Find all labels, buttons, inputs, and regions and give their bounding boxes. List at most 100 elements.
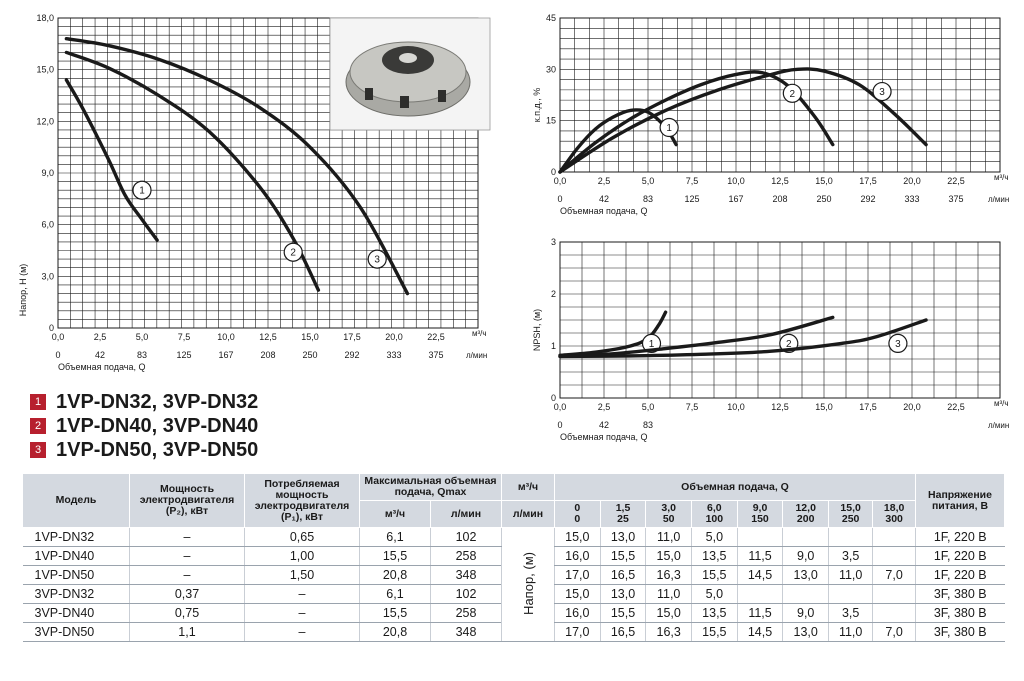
model-legend: 1 1VP-DN32, 3VP-DN32 2 1VP-DN40, 3VP-DN4… — [30, 390, 360, 462]
x2-tick-label: 167 — [218, 350, 233, 360]
pump-performance-charts: 18,015,012,09,06,03,000,0 2,5 5,0 7,5 10,0 12… — [18, 13, 1009, 442]
series-line — [64, 50, 321, 292]
x-tick-label: 17,5 — [859, 402, 877, 412]
x2-tick-label: 250 — [302, 350, 317, 360]
x2-tick-label: 375 — [428, 350, 443, 360]
legend-number-badge: 1 — [30, 394, 46, 410]
voltage-cell: 1F, 220 В — [915, 527, 1005, 547]
x2-tick-label: 0 — [557, 194, 562, 204]
y-axis-title: NPSH, (м) — [532, 309, 542, 351]
head-value-cell: 11,5 — [736, 546, 783, 566]
head-value-cell — [872, 603, 916, 623]
x2-tick-label: 83 — [643, 194, 653, 204]
flow-column-header: 1,5 25 — [599, 500, 647, 528]
header-model: Модель — [22, 473, 130, 528]
head-value-cell — [736, 527, 783, 547]
x-tick-label: 12,5 — [771, 176, 789, 186]
power-p2-cell: – — [129, 527, 245, 547]
series-marker — [283, 242, 303, 262]
series-marker — [659, 117, 679, 138]
qmax-m3-cell: 15,5 — [359, 603, 431, 623]
series-marker-label: 2 — [790, 89, 796, 100]
head-value-cell: 17,0 — [554, 622, 601, 642]
y-axis-title: Напор, H (м) — [18, 264, 28, 317]
x-tick-label: 15,0 — [815, 402, 833, 412]
header-flow: Объемная подача, Q — [554, 473, 916, 501]
head-value-cell — [782, 584, 829, 604]
table-row: 3VP-DN32 0,37–6,1 102 15,0 13,0 11,0 5,0 3F, 38… — [22, 584, 1005, 604]
series-marker-label: 2 — [786, 339, 792, 350]
y-tick-label: 45 — [546, 13, 556, 23]
series-line — [558, 318, 928, 359]
head-value-cell: 15,0 — [554, 527, 601, 547]
x-tick-label: 5,0 — [136, 332, 149, 342]
head-value-cell: 16,0 — [554, 603, 601, 623]
series-marker-label: 3 — [879, 87, 885, 98]
head-value-cell — [828, 527, 873, 547]
x2-unit-label: л/мин — [988, 195, 1009, 204]
head-value-cell: 13,0 — [782, 622, 829, 642]
head-value-cell: 13,0 — [782, 565, 829, 585]
x2-tick-label: 42 — [95, 350, 105, 360]
series-marker-label: 3 — [374, 255, 380, 266]
y-tick-label: 3 — [551, 237, 556, 247]
voltage-cell: 3F, 380 В — [915, 622, 1005, 642]
head-value-cell: 11,0 — [645, 527, 692, 547]
head-value-cell: 16,3 — [645, 565, 692, 585]
x2-tick-label: 0 — [55, 350, 60, 360]
head-value-cell: 9,0 — [782, 603, 829, 623]
x-unit-label: м³/ч — [472, 329, 487, 338]
x2-tick-label: 375 — [948, 194, 963, 204]
x2-tick-label: 208 — [772, 194, 787, 204]
x-tick-label: 17,5 — [343, 332, 361, 342]
table-row: 3VP-DN50 1,1–20,8 348 17,0 16,5 16,3 15,5 14,5 1… — [22, 622, 1005, 642]
x-tick-label: 22,5 — [427, 332, 445, 342]
voltage-cell: 1F, 220 В — [915, 565, 1005, 585]
head-value-cell: 11,0 — [828, 565, 873, 585]
legend-item: 3 1VP-DN50, 3VP-DN50 — [30, 438, 360, 462]
legend-label: 1VP-DN50, 3VP-DN50 — [56, 438, 259, 461]
x-tick-label: 2,5 — [598, 402, 611, 412]
qmax-lmin-cell: 258 — [430, 546, 502, 566]
head-value-cell: 13,0 — [599, 584, 646, 604]
x2-tick-label: 250 — [816, 194, 831, 204]
x-tick-label: 15,0 — [815, 176, 833, 186]
x-tick-label: 5,0 — [642, 402, 655, 412]
legend-label: 1VP-DN32, 3VP-DN32 — [56, 390, 259, 413]
head-value-cell: 14,5 — [736, 565, 783, 585]
header-power-p2: Мощность электродвигателя (P₂), кВт — [129, 473, 245, 528]
series-marker-label: 1 — [649, 339, 655, 350]
model-cell: 1VP-DN40 — [22, 546, 130, 566]
table-row: 1VP-DN50–1,50 20,8 348 17,0 16,5 16,3 15,5 14,5… — [22, 565, 1005, 585]
impeller-hub — [399, 53, 417, 63]
x-tick-label: 10,0 — [727, 176, 745, 186]
series-marker-label: 3 — [895, 339, 901, 350]
flow-column-header: 6,0 100 — [691, 500, 738, 528]
legend-label: 1VP-DN40, 3VP-DN40 — [56, 414, 259, 437]
voltage-cell: 1F, 220 В — [915, 546, 1005, 566]
x2-tick-label: 83 — [643, 420, 653, 430]
x2-tick-label: 125 — [684, 194, 699, 204]
y-tick-label: 0 — [551, 167, 556, 177]
voltage-cell: 3F, 380 В — [915, 603, 1005, 623]
legend-item: 1 1VP-DN32, 3VP-DN32 — [30, 390, 360, 414]
power-p1-cell: – — [244, 622, 360, 642]
model-cell: 1VP-DN50 — [22, 565, 130, 585]
head-value-cell: 13,5 — [691, 546, 738, 566]
model-cell: 1VP-DN32 — [22, 527, 130, 547]
x2-tick-label: 0 — [557, 420, 562, 430]
qmax-lmin-cell: 348 — [430, 622, 502, 642]
head-value-cell: 15,5 — [599, 603, 646, 623]
x2-tick-label: 42 — [599, 420, 609, 430]
power-p1-cell: – — [244, 584, 360, 604]
header-qmax-m3: м³/ч — [359, 500, 431, 528]
y-tick-label: 15 — [546, 116, 556, 126]
head-value-cell — [736, 584, 783, 604]
x-tick-label: 12,5 — [259, 332, 277, 342]
x2-tick-label: 42 — [599, 194, 609, 204]
plot-frame — [559, 17, 1001, 173]
series-marker-label: 2 — [290, 248, 296, 259]
qmax-m3-cell: 6,1 — [359, 527, 431, 547]
x2-tick-label: 292 — [860, 194, 875, 204]
